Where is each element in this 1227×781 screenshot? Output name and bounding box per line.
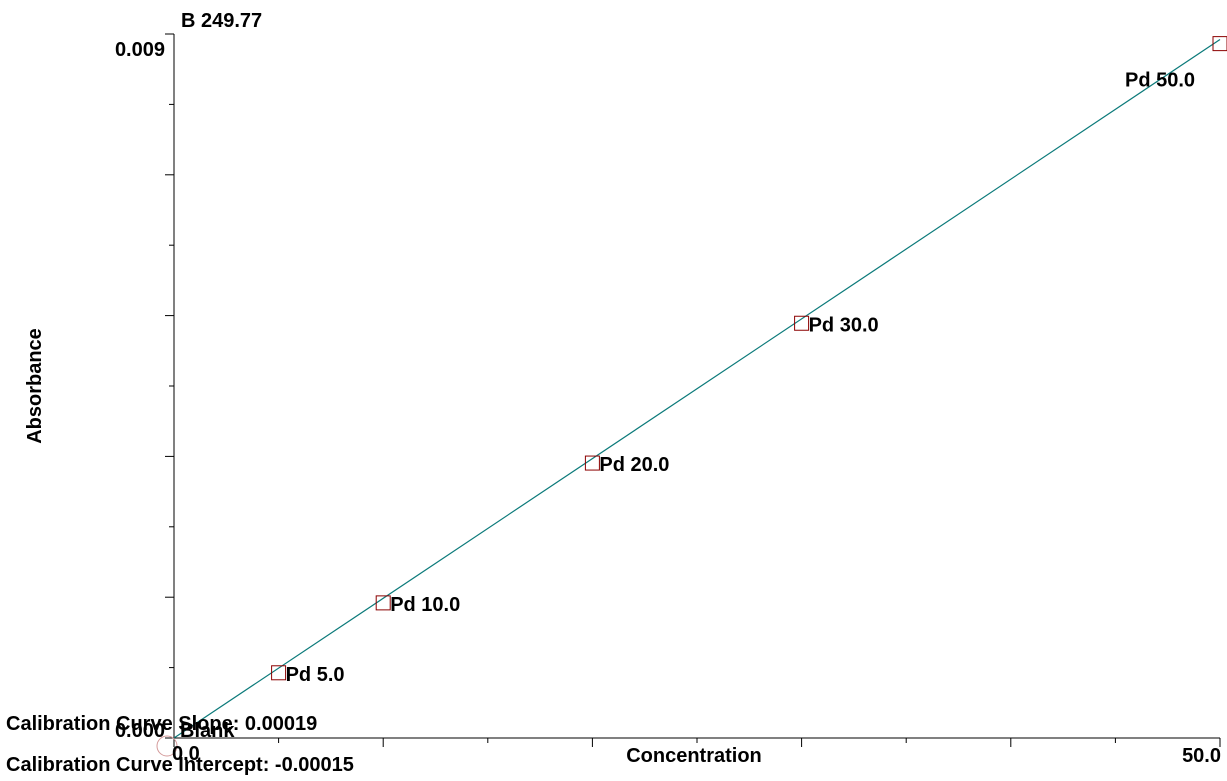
x-ticks bbox=[173, 738, 1221, 747]
x-tick-label-min: 0.0 bbox=[172, 743, 200, 765]
intercept-annotation: Calibration Curve Intercept: -0.00015 bbox=[6, 754, 354, 776]
data-point-marker bbox=[271, 665, 287, 681]
y-tick-label-min: 0.000 bbox=[115, 720, 165, 742]
x-tick-label-max: 50.0 bbox=[1182, 745, 1221, 767]
slope-annotation: Calibration Curve Slope: 0.00019 bbox=[6, 713, 317, 735]
data-points: Blank Pd 5.0 Pd 10.0 Pd 20.0 Pd 30.0 Pd 50.0 bbox=[156, 36, 1227, 757]
data-point-label: Pd 30.0 bbox=[809, 314, 879, 336]
data-point-label: Pd 10.0 bbox=[390, 594, 460, 616]
axes bbox=[165, 33, 1221, 747]
data-point-label: Pd 50.0 bbox=[1125, 70, 1195, 92]
x-axis-label: Concentration bbox=[626, 745, 762, 767]
y-ticks bbox=[165, 33, 174, 739]
data-point-marker bbox=[375, 595, 391, 611]
y-tick-label-max: 0.009 bbox=[115, 39, 165, 61]
data-point-marker bbox=[156, 735, 178, 757]
data-point-marker bbox=[1212, 36, 1227, 52]
data-point-label: Pd 20.0 bbox=[599, 454, 669, 476]
data-point-marker bbox=[584, 455, 600, 471]
data-point-marker bbox=[794, 315, 810, 331]
chart-title: B 249.77 bbox=[181, 10, 262, 32]
data-point-label: Pd 5.0 bbox=[286, 664, 345, 686]
y-axis-label: Absorbance bbox=[24, 328, 46, 444]
data-point-label: Blank bbox=[180, 720, 235, 742]
fit-line bbox=[173, 38, 1221, 739]
